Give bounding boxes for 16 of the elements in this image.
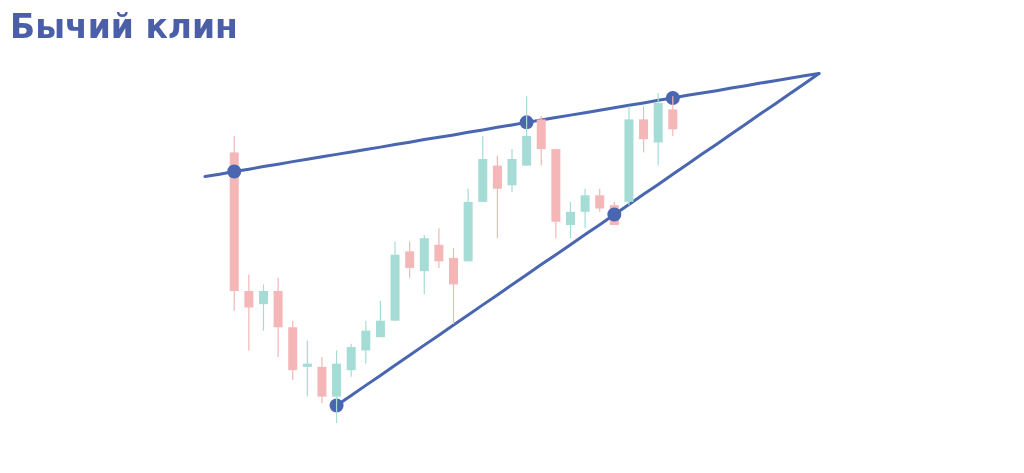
candlestick bbox=[302, 339, 312, 398]
candlestick bbox=[375, 300, 385, 338]
candlestick bbox=[580, 188, 590, 229]
candlestick bbox=[565, 201, 575, 239]
candlestick bbox=[244, 273, 254, 351]
candlestick bbox=[639, 105, 649, 153]
candlestick bbox=[405, 240, 415, 279]
candlestick bbox=[595, 188, 605, 213]
point bbox=[665, 90, 680, 105]
point bbox=[227, 164, 242, 179]
candlestick bbox=[434, 227, 444, 269]
chart-title: Бычий клин bbox=[10, 7, 238, 46]
candlestick bbox=[361, 320, 371, 365]
candlestick bbox=[492, 155, 502, 239]
candlestick bbox=[346, 343, 356, 378]
candlestick bbox=[258, 283, 268, 332]
